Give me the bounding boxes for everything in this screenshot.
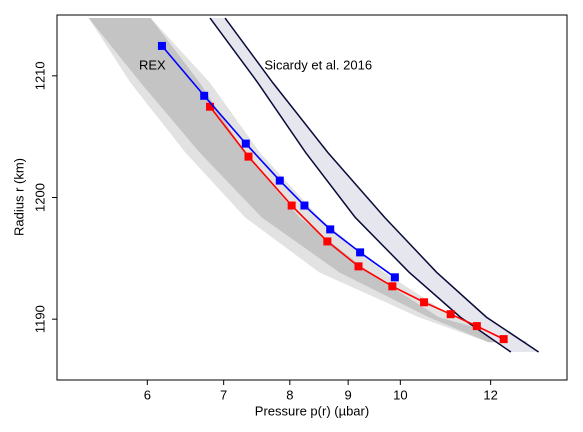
band-edge (224, 17, 540, 353)
x-axis-label: Pressure p(r) (µbar) (255, 403, 369, 418)
x-tick-label: 8 (286, 387, 293, 402)
data-point (356, 248, 365, 257)
x-tick-label: 6 (144, 387, 151, 402)
data-point (275, 176, 284, 185)
data-point (354, 262, 363, 271)
series-line (161, 45, 396, 278)
data-point (244, 152, 253, 161)
data-point (323, 237, 332, 246)
band (210, 18, 539, 353)
data-point (241, 139, 250, 148)
data-point (472, 322, 481, 331)
x-tick-label: 9 (345, 387, 352, 402)
annotation: Sicardy et al. 2016 (264, 58, 372, 73)
x-tick-label: 12 (483, 387, 497, 402)
y-axis-label: Radius r (km) (11, 158, 26, 236)
x-tick-label: 10 (393, 387, 407, 402)
data-point (287, 201, 296, 210)
data-point (206, 102, 215, 111)
y-tick-label: 1210 (32, 61, 47, 90)
y-tick-label: 1190 (32, 305, 47, 333)
data-point (420, 298, 429, 307)
series-line (209, 106, 505, 340)
data-point (200, 91, 209, 100)
y-tick-label: 1200 (32, 183, 47, 212)
data-point (326, 225, 335, 234)
data-point (446, 310, 455, 319)
x-tick-label: 7 (220, 387, 227, 402)
band (88, 18, 529, 343)
data-point (390, 273, 399, 282)
data-point (499, 335, 508, 344)
data-point (388, 282, 397, 291)
data-point (300, 201, 309, 210)
annotation: REX (139, 58, 166, 73)
data-point (157, 41, 166, 50)
band-edge (209, 17, 512, 353)
